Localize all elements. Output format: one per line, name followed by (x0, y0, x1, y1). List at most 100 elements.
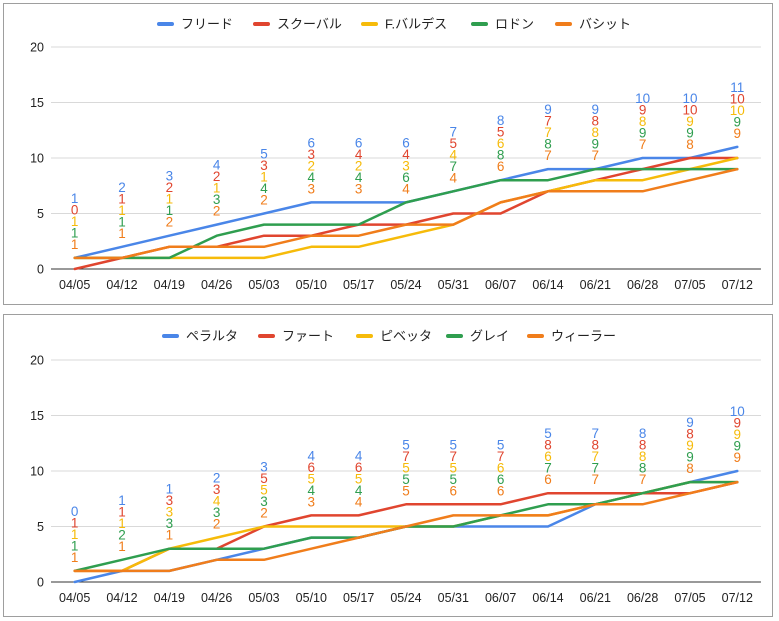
x-tick-label: 05/17 (343, 278, 374, 292)
legend-label[interactable]: ピベッタ (380, 329, 432, 344)
data-label: 3 (260, 460, 268, 475)
x-tick-label: 05/24 (390, 591, 421, 605)
data-label: 1 (118, 214, 126, 229)
x-tick-label: 04/19 (154, 278, 185, 292)
data-label: 1 (71, 214, 79, 229)
data-label: 9 (544, 102, 552, 117)
data-label: 3 (355, 181, 363, 196)
data-label: 4 (450, 147, 458, 162)
legend-label[interactable]: ペラルタ (186, 329, 238, 344)
x-tick-label: 04/26 (201, 278, 232, 292)
legend-label[interactable]: バシット (579, 17, 631, 32)
series-line[interactable] (73, 167, 739, 260)
x-tick-label: 05/24 (390, 278, 421, 292)
data-label: 6 (497, 472, 505, 487)
data-label: 7 (592, 461, 600, 476)
data-label: 1 (118, 203, 126, 218)
data-label: 0 (71, 202, 79, 217)
y-tick-label: 0 (37, 263, 44, 277)
data-label: 5 (544, 426, 552, 441)
series-line[interactable] (73, 167, 739, 260)
legend-swatch (555, 22, 572, 26)
data-label: 5 (402, 472, 410, 487)
x-tick-label: 06/07 (485, 591, 516, 605)
y-tick-label: 20 (30, 41, 44, 55)
data-label: 2 (166, 215, 174, 230)
data-label: 5 (450, 472, 458, 487)
data-label: 7 (402, 449, 410, 464)
data-label: 1 (118, 516, 126, 531)
data-label: 3 (308, 494, 316, 509)
legend-swatch (527, 334, 544, 338)
x-tick-label: 04/12 (106, 591, 137, 605)
data-label: 7 (639, 472, 647, 487)
data-label: 3 (166, 169, 174, 184)
data-label: 9 (734, 126, 742, 141)
data-label: 10 (730, 91, 745, 106)
y-tick-label: 0 (37, 576, 44, 590)
data-label: 7 (450, 124, 458, 139)
data-label: 1 (71, 191, 79, 206)
y-tick-label: 15 (30, 96, 44, 110)
data-label: 1 (71, 237, 79, 252)
data-label: 5 (402, 437, 410, 452)
legend-label[interactable]: フリード (181, 17, 233, 32)
data-label: 6 (355, 135, 363, 150)
data-label: 10 (682, 91, 697, 106)
data-label: 10 (730, 103, 745, 118)
data-label: 10 (682, 103, 697, 118)
data-label: 6 (497, 483, 505, 498)
data-label: 4 (308, 483, 316, 498)
data-label: 6 (497, 136, 505, 151)
legend-label[interactable]: ウィーラー (551, 329, 616, 344)
data-label: 4 (402, 181, 410, 196)
data-label: 5 (402, 483, 410, 498)
data-label: 8 (544, 137, 552, 152)
data-label: 8 (497, 148, 505, 163)
data-label: 1 (118, 504, 126, 519)
data-label: 3 (166, 516, 174, 531)
series-line[interactable] (73, 480, 739, 573)
data-label: 8 (639, 426, 647, 441)
data-label: 1 (71, 527, 79, 542)
data-label: 3 (308, 147, 316, 162)
data-label: 3 (166, 505, 174, 520)
data-label: 9 (686, 114, 694, 129)
legend-label[interactable]: ファート (282, 329, 334, 344)
data-label: 0 (71, 504, 79, 519)
data-label: 4 (355, 170, 363, 185)
data-label: 1 (71, 538, 79, 553)
data-label: 2 (260, 506, 268, 521)
data-label: 4 (355, 147, 363, 162)
x-tick-label: 05/31 (438, 591, 469, 605)
data-label: 7 (592, 449, 600, 464)
data-label: 7 (592, 426, 600, 441)
x-tick-label: 06/21 (580, 591, 611, 605)
data-label: 3 (308, 181, 316, 196)
x-tick-label: 06/28 (627, 591, 658, 605)
legend-label[interactable]: スクーバル (277, 17, 342, 32)
legend-swatch (258, 334, 275, 338)
data-label: 1 (118, 226, 126, 241)
data-label: 7 (544, 114, 552, 129)
legend-label[interactable]: グレイ (470, 329, 509, 344)
data-label: 4 (213, 158, 221, 173)
data-label: 9 (592, 102, 600, 117)
series-line[interactable] (73, 156, 739, 260)
x-tick-label: 07/12 (722, 278, 753, 292)
data-label: 5 (260, 147, 268, 162)
x-tick-label: 07/12 (722, 591, 753, 605)
data-label: 5 (260, 483, 268, 498)
legend-swatch (356, 334, 373, 338)
legend-swatch (157, 22, 174, 26)
data-label: 11 (730, 80, 744, 95)
data-label: 9 (639, 103, 647, 118)
data-label: 2 (355, 158, 363, 173)
legend-label[interactable]: ロドン (495, 17, 534, 32)
data-label: 8 (686, 427, 694, 442)
data-label: 7 (592, 148, 600, 163)
legend-swatch (361, 22, 378, 26)
legend-label[interactable]: F.バルデス (385, 17, 447, 32)
data-label: 7 (544, 148, 552, 163)
